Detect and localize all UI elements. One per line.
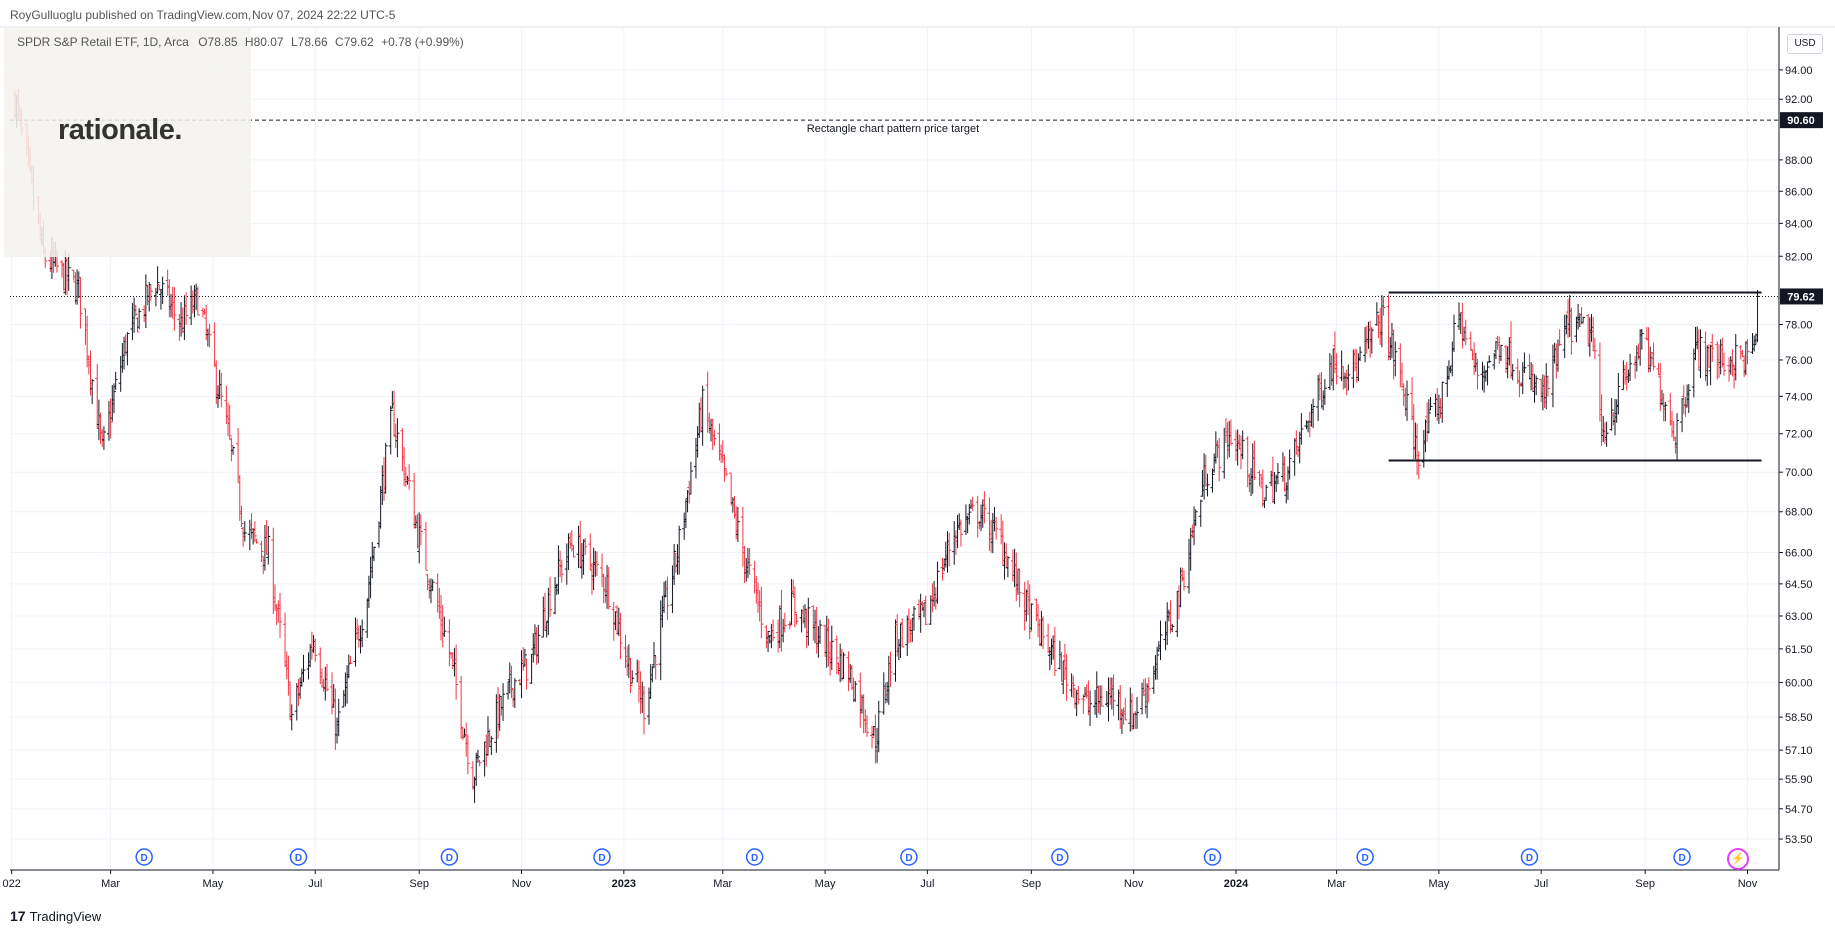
publisher-text: RoyGulluoglu published on TradingView.co… — [10, 8, 252, 22]
currency-button[interactable]: USD — [1787, 34, 1823, 54]
price-tick-label: 82.00 — [1785, 251, 1813, 263]
price-tick-label: 86.00 — [1785, 186, 1813, 198]
time-tick-label: Nov — [1124, 878, 1144, 890]
time-tick-label: Jul — [1534, 878, 1548, 890]
time-tick-label: Sep — [409, 878, 429, 890]
dividend-marker[interactable] — [1356, 848, 1374, 866]
dividend-marker-label: D — [1209, 853, 1216, 864]
price-tick-label: 84.00 — [1785, 218, 1813, 230]
dividend-marker-label: D — [905, 853, 912, 864]
price-tick-label: 55.90 — [1785, 774, 1813, 786]
price-tick-label: 70.00 — [1785, 467, 1813, 479]
price-tick-label: 66.00 — [1785, 547, 1813, 559]
dividend-marker[interactable] — [440, 848, 459, 866]
time-tick-label: 022 — [2, 878, 20, 890]
time-tick-label: 2023 — [612, 878, 636, 890]
time-tick-label: Nov — [1738, 878, 1758, 890]
publish-header: RoyGulluoglu published on TradingView.co… — [0, 0, 1835, 27]
tradingview-footer[interactable]: 17 TradingView — [10, 908, 101, 924]
time-tick-label: Mar — [713, 878, 732, 890]
time-tick-label: Nov — [512, 878, 532, 890]
price-tick-label: 68.00 — [1785, 507, 1813, 519]
time-tick-label: Jul — [920, 878, 934, 890]
dividend-marker-label: D — [1526, 853, 1533, 864]
time-axis[interactable]: 022 Mar May Jul Sep Nov 2023 Mar May Jul Sep Nov 202… — [2, 869, 1779, 890]
price-tick-label: 61.50 — [1785, 644, 1813, 656]
dividend-marker-label: D — [141, 853, 148, 864]
dividend-marker[interactable] — [900, 848, 918, 866]
target-price-badge-label: 90.60 — [1787, 115, 1815, 127]
dividend-marker-label: D — [751, 853, 758, 864]
chart-annotations: Rectangle chart pattern price target — [10, 119, 1779, 462]
dividend-marker[interactable] — [1520, 848, 1539, 866]
chart-grid — [0, 26, 1835, 870]
price-tick-label: 78.00 — [1785, 320, 1813, 332]
price-tick-label: 53.50 — [1785, 834, 1813, 846]
time-tick-label: Mar — [1327, 878, 1346, 890]
ohlc-bars — [13, 88, 1760, 803]
time-tick-label: May — [1429, 878, 1450, 890]
dividend-marker[interactable] — [135, 848, 153, 866]
legend-high-label: H — [244, 35, 254, 49]
current-price-badge-label: 79.62 — [1787, 291, 1815, 303]
legend-open-label: O — [198, 35, 208, 49]
price-tick-label: 54.70 — [1785, 804, 1813, 816]
price-tick-label: 92.00 — [1785, 94, 1813, 106]
price-tick-label: 94.00 — [1785, 65, 1813, 77]
dividend-marker-label: D — [446, 853, 453, 864]
dividend-marker-label: D — [1678, 853, 1685, 864]
price-tick-label: 76.00 — [1785, 355, 1813, 367]
time-tick-label: Sep — [1635, 878, 1655, 890]
tradingview-logo-icon: 17 — [10, 908, 26, 924]
legend-symbol: SPDR S&P Retail ETF, 1D, Arca — [17, 35, 189, 49]
time-tick-label: Sep — [1022, 878, 1042, 890]
price-tick-label: 60.00 — [1785, 678, 1813, 690]
legend-close: 79.62 — [343, 35, 374, 49]
dividend-marker[interactable] — [1673, 848, 1691, 866]
logo-watermark-box — [4, 27, 251, 257]
dividend-marker[interactable] — [745, 848, 764, 866]
legend-close-label: C — [335, 35, 344, 49]
time-tick-label: May — [815, 878, 836, 890]
dividend-marker[interactable] — [289, 848, 308, 866]
time-tick-label: Jul — [308, 878, 322, 890]
dividend-marker-label: D — [598, 853, 605, 864]
price-tick-label: 63.00 — [1785, 611, 1813, 623]
current-price-badge — [1780, 288, 1823, 305]
alert-icon[interactable]: ⚡ — [1727, 848, 1749, 870]
legend-low-label: L — [290, 35, 298, 49]
time-tick-label: Mar — [101, 878, 120, 890]
target-price-badge — [1780, 112, 1823, 129]
symbol-legend[interactable]: SPDR S&P Retail ETF, 1D, Arca O78.85 H80… — [17, 35, 464, 49]
price-tick-label: 88.00 — [1785, 155, 1813, 167]
price-tick-label: 72.00 — [1785, 429, 1813, 441]
price-tick-label: 58.50 — [1785, 712, 1813, 724]
dividend-marker[interactable] — [1203, 848, 1222, 866]
dividend-marker-label: D — [1361, 853, 1368, 864]
publish-timestamp: Nov 07, 2024 22:22 UTC-5 — [252, 8, 396, 22]
legend-change: +0.78 (+0.99%) — [381, 35, 464, 49]
dividend-marker-label: D — [1056, 853, 1063, 864]
price-tick-label: 57.10 — [1785, 745, 1813, 757]
logo-watermark: rationale. — [58, 114, 182, 146]
dividend-marker[interactable] — [593, 848, 611, 866]
tradingview-brand: TradingView — [29, 909, 102, 924]
dividend-marker[interactable] — [1051, 848, 1069, 866]
legend-open: 78.85 — [207, 35, 238, 49]
time-tick-label: May — [203, 878, 224, 890]
price-tick-label: 64.50 — [1785, 579, 1813, 591]
dividend-marker-label: D — [295, 853, 302, 864]
price-axis[interactable]: 94.00 92.00 88.00 86.00 84.00 82.00 78.00 76.00… — [1778, 27, 1823, 870]
currency-label: USD — [1794, 38, 1816, 49]
time-tick-label: 2024 — [1224, 878, 1249, 890]
price-target-label: Rectangle chart pattern price target — [807, 123, 979, 135]
legend-low: 78.66 — [297, 35, 328, 49]
legend-high: 80.07 — [253, 35, 284, 49]
price-tick-label: 74.00 — [1785, 391, 1813, 403]
